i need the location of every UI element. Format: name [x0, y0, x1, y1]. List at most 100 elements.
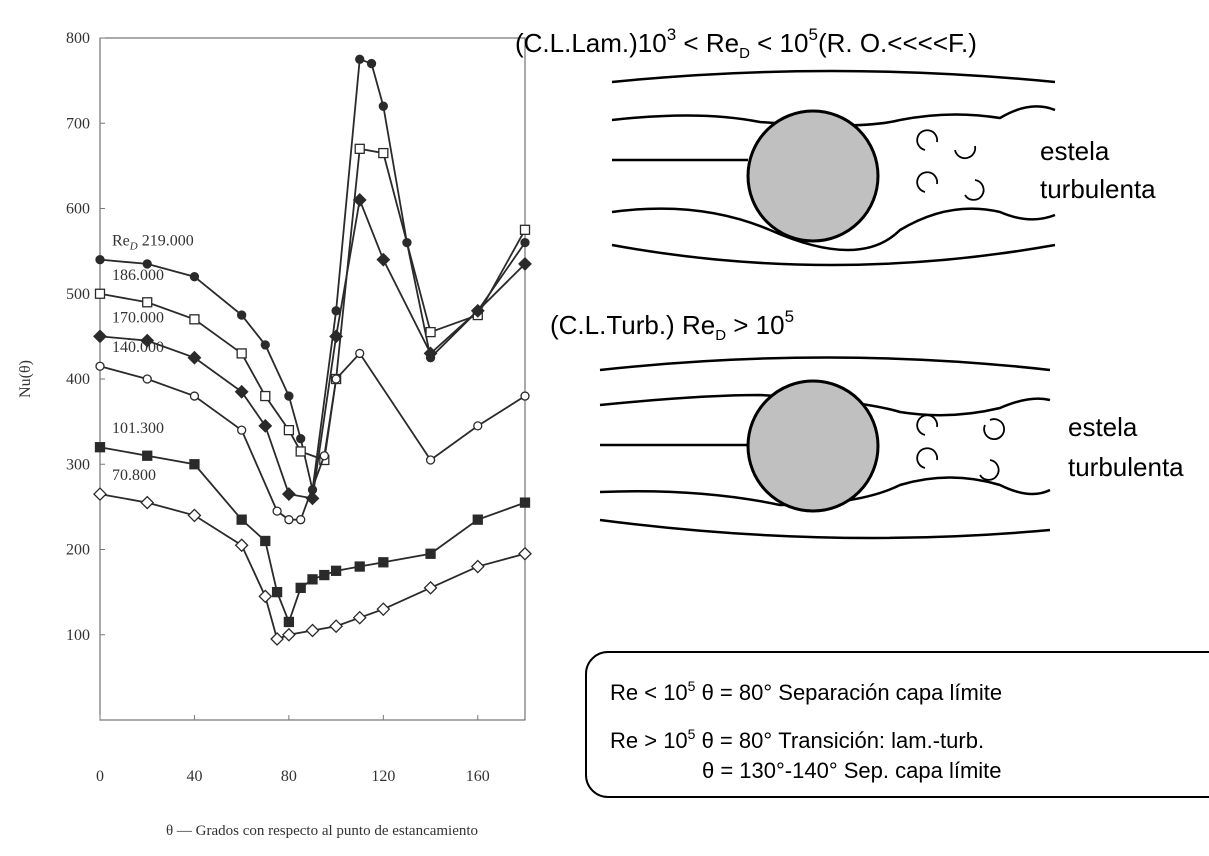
series-label-name: 186.000: [112, 267, 164, 284]
series-label: 186.000: [112, 267, 164, 284]
data-point: [237, 349, 246, 358]
data-point: [190, 273, 198, 281]
data-point: [261, 536, 270, 545]
data-point: [427, 456, 435, 464]
wake-label: turbulenta: [1068, 452, 1184, 482]
note-part: Re > 10: [610, 728, 688, 753]
heading-part: (C.L.Turb.): [550, 310, 682, 340]
data-point: [332, 375, 340, 383]
x-tick-label: 80: [281, 768, 297, 785]
data-point: [284, 426, 293, 435]
diagram-laminar: (C.L.Lam.)103 < ReD < 105(R. O.<<<<F.) e…: [515, 25, 1156, 265]
data-point: [473, 515, 482, 524]
data-point: [474, 422, 482, 430]
data-point: [238, 426, 246, 434]
streamline: [600, 358, 1050, 371]
y-tick-label: 700: [66, 115, 90, 132]
data-point: [190, 315, 199, 324]
data-point: [285, 392, 293, 400]
heading-sup: 5: [785, 307, 794, 326]
data-point: [143, 375, 151, 383]
diagram-turbulent: (C.L.Turb.) ReD > 105 estela turbulenta: [550, 307, 1184, 538]
data-point: [426, 328, 435, 337]
series-label-name: 70.800: [112, 467, 156, 484]
data-point: [521, 498, 530, 507]
data-point: [320, 571, 329, 580]
note-sup: 5: [688, 678, 696, 694]
y-tick-label: 400: [66, 371, 90, 388]
streamline: [612, 71, 1055, 82]
cylinder: [748, 111, 878, 241]
data-point: [190, 392, 198, 400]
wake-label: turbulenta: [1040, 174, 1156, 204]
data-point: [332, 307, 340, 315]
data-point: [273, 588, 282, 597]
series-label: 140.000: [112, 339, 164, 356]
wake-label: estela: [1040, 136, 1110, 166]
series-label-name: 101.300: [112, 420, 164, 437]
data-point: [261, 341, 269, 349]
wake-label: estela: [1068, 412, 1138, 442]
data-point: [143, 298, 152, 307]
y-axis-label: Nu(θ): [17, 360, 34, 398]
heading-sub: D: [739, 45, 750, 62]
plot-frame: [100, 38, 525, 720]
data-point: [297, 516, 305, 524]
data-point: [379, 558, 388, 567]
data-point: [238, 311, 246, 319]
data-point: [237, 515, 246, 524]
x-tick-label: 120: [371, 768, 395, 785]
data-point: [332, 566, 341, 575]
data-point: [379, 149, 388, 158]
vortices: [917, 415, 1004, 480]
data-point: [297, 435, 305, 443]
data-point: [308, 575, 317, 584]
series-label: 101.300: [112, 420, 164, 437]
data-point: [379, 102, 387, 110]
data-point: [368, 60, 376, 68]
series-label-name: 219.000: [142, 233, 194, 250]
note-part: Re < 10: [610, 680, 688, 705]
data-point: [96, 362, 104, 370]
data-point: [190, 460, 199, 469]
heading-sub: D: [715, 327, 726, 344]
page: Nu(θ) θ — Grados con respecto al punto d…: [0, 0, 1209, 856]
y-tick-label: 600: [66, 201, 90, 218]
data-point: [285, 516, 293, 524]
heading-part: < 10: [750, 28, 809, 58]
note-part: θ = 80° Transición: lam.-turb.: [695, 728, 984, 753]
y-tick-label: 300: [66, 456, 90, 473]
series-label: ReD 219.000: [112, 233, 194, 253]
data-point: [273, 507, 281, 515]
note-line: Re < 105 θ = 80° Separación capa límite: [610, 678, 1002, 705]
data-point: [284, 617, 293, 626]
data-point: [355, 562, 364, 571]
y-tick-label: 800: [66, 30, 90, 47]
y-tick-label: 500: [66, 286, 90, 303]
x-tick-label: 0: [96, 768, 104, 785]
series-label: 70.800: [112, 467, 156, 484]
note-sup: 5: [688, 726, 696, 742]
heading-sup: 5: [808, 25, 817, 44]
data-point: [261, 392, 270, 401]
streamline: [600, 520, 1050, 538]
series-label-sub: D: [129, 241, 138, 253]
heading-part: < Re: [676, 28, 739, 58]
series-label-prefix: Re: [112, 233, 130, 250]
series-label-name: 140.000: [112, 339, 164, 356]
data-point: [96, 443, 105, 452]
data-point: [521, 239, 529, 247]
x-tick-label: 160: [466, 768, 490, 785]
series-label: 170.000: [112, 309, 164, 326]
y-tick-label: 100: [66, 627, 90, 644]
data-point: [356, 349, 364, 357]
diagram-heading: (C.L.Turb.) ReD > 105: [550, 307, 794, 344]
x-axis-label: θ — Grados con respecto al punto de esta…: [166, 823, 478, 839]
data-point: [426, 549, 435, 558]
note-line: Re > 105 θ = 80° Transición: lam.-turb.: [610, 726, 984, 753]
heading-part: (R. O.<<<<F.): [818, 28, 977, 58]
heading-part: > 10: [726, 310, 785, 340]
data-point: [356, 55, 364, 63]
heading-part: (C.L.Lam.)10: [515, 28, 667, 58]
data-point: [521, 392, 529, 400]
